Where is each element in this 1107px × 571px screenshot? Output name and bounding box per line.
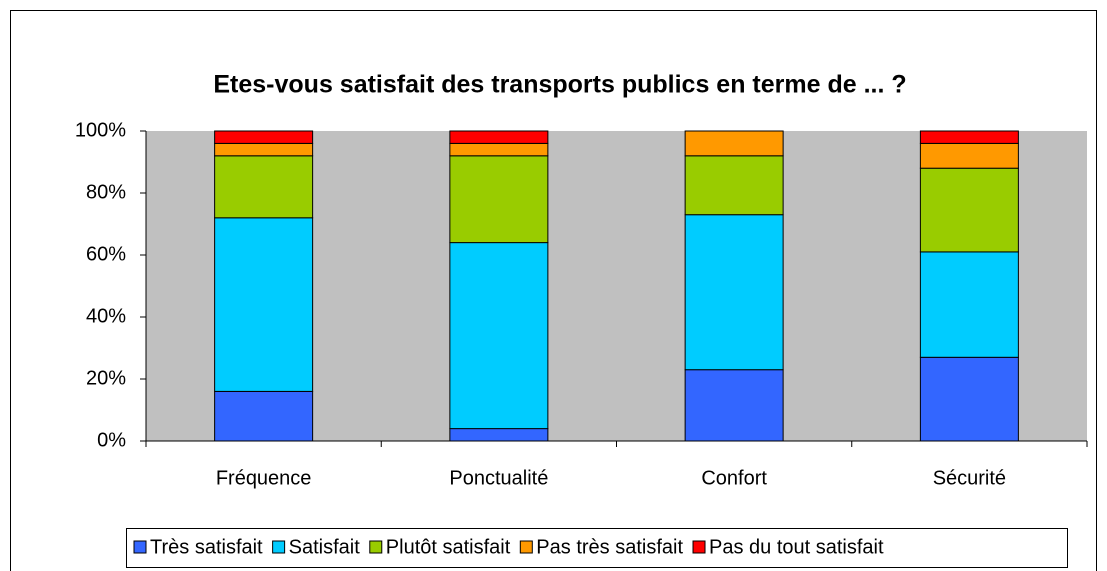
x-tick-label: Fréquence bbox=[216, 467, 312, 489]
chart-title: Etes-vous satisfait des transports publi… bbox=[213, 71, 906, 99]
y-tick-label: 0% bbox=[97, 429, 126, 451]
legend-label: Plutôt satisfait bbox=[386, 536, 511, 558]
legend-swatch bbox=[369, 540, 383, 554]
legend-swatch bbox=[519, 540, 533, 554]
bar-segment bbox=[684, 155, 784, 216]
legend-label: Pas du tout satisfait bbox=[709, 536, 884, 558]
bar-segment bbox=[214, 155, 314, 219]
legend-label: Très satisfait bbox=[150, 536, 263, 558]
y-tick-label: 40% bbox=[86, 305, 126, 327]
legend-swatch bbox=[272, 540, 286, 554]
bar-segment bbox=[449, 155, 549, 244]
bar-segment bbox=[684, 369, 784, 442]
legend bbox=[126, 528, 1068, 568]
bar-segment bbox=[919, 167, 1019, 253]
bar-segment bbox=[449, 130, 549, 144]
x-tick-label: Confort bbox=[701, 467, 767, 489]
bar-segment bbox=[919, 130, 1019, 144]
bar-segment bbox=[449, 242, 549, 430]
bar-segment bbox=[684, 130, 784, 157]
bar-segment bbox=[214, 142, 314, 157]
bar-segment bbox=[214, 217, 314, 392]
bar-segment bbox=[684, 214, 784, 371]
bar-segment bbox=[449, 142, 549, 157]
bar-segment bbox=[214, 390, 314, 442]
x-tick-label: Sécurité bbox=[933, 467, 1006, 489]
bar-segment bbox=[214, 130, 314, 144]
x-tick-label: Ponctualité bbox=[449, 467, 548, 489]
legend-label: Pas très satisfait bbox=[536, 536, 683, 558]
y-tick-label: 60% bbox=[86, 243, 126, 265]
bar-segment bbox=[919, 142, 1019, 169]
y-tick-label: 20% bbox=[86, 367, 126, 389]
y-tick-label: 80% bbox=[86, 181, 126, 203]
y-tick-label: 100% bbox=[75, 119, 126, 141]
bar-segment bbox=[919, 251, 1019, 358]
legend-label: Satisfait bbox=[289, 536, 361, 558]
bar-segment bbox=[919, 356, 1019, 442]
legend-swatch bbox=[133, 540, 147, 554]
bar-segment bbox=[449, 428, 549, 442]
legend-swatch bbox=[692, 540, 706, 554]
